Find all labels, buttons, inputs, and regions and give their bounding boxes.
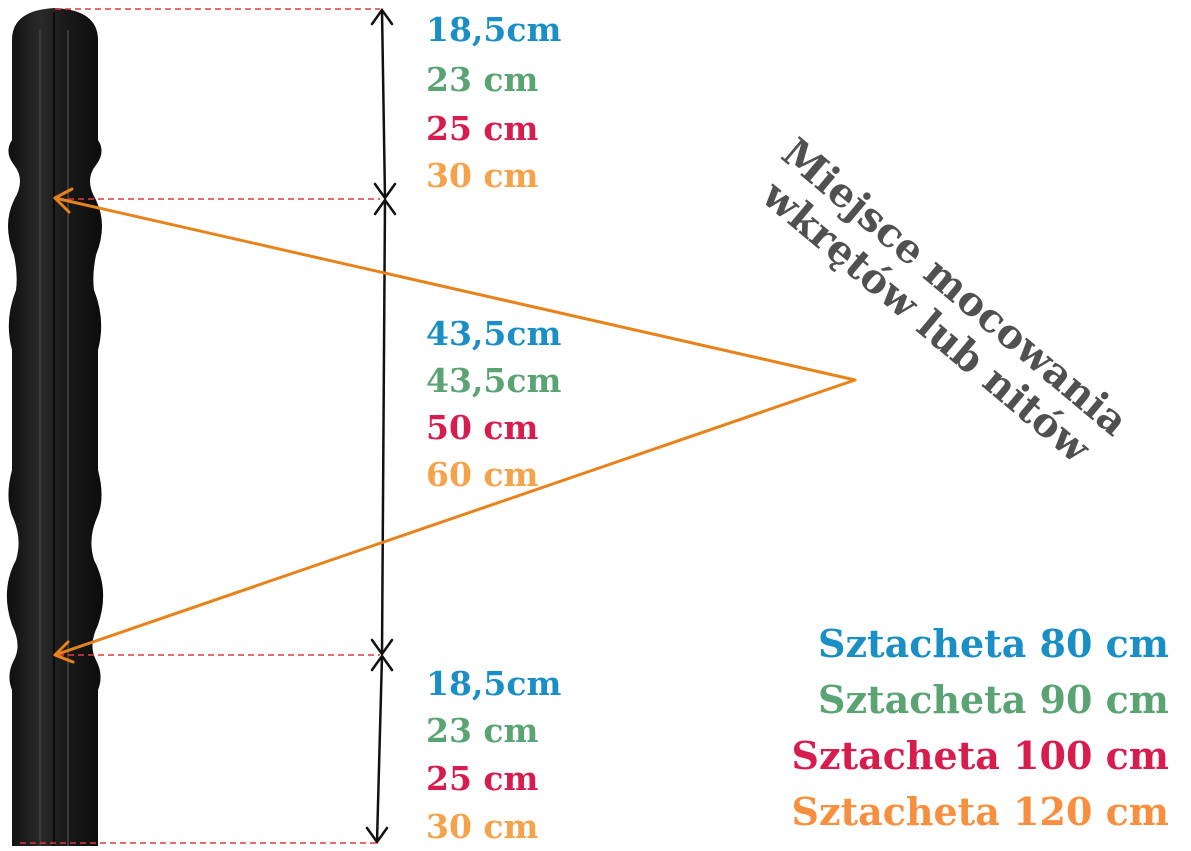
- mount-pointer-lower: [53, 378, 857, 664]
- legend-item-80: Sztacheta 80 cm: [818, 621, 1169, 666]
- legend-item-120: Sztacheta 120 cm: [791, 789, 1169, 834]
- middle-length-90: 43,5cm: [426, 361, 562, 400]
- dimension-arrow-bottom: [365, 653, 394, 845]
- legend-item-90: Sztacheta 90 cm: [818, 677, 1169, 722]
- top-length-120: 30 cm: [426, 156, 539, 195]
- middle-length-120: 60 cm: [426, 455, 539, 494]
- mount-pointer-upper: [53, 187, 857, 382]
- dimension-arrow-top: [370, 7, 397, 201]
- top-length-90: 23 cm: [426, 60, 539, 99]
- bottom-length-90: 23 cm: [426, 711, 539, 750]
- fence-picket: [6, 8, 104, 846]
- top-length-80: 18,5cm: [426, 10, 562, 49]
- legend-item-100: Sztacheta 100 cm: [791, 733, 1169, 778]
- bottom-length-80: 18,5cm: [426, 664, 562, 703]
- bottom-length-120: 30 cm: [426, 807, 539, 846]
- bottom-length-100: 25 cm: [426, 759, 539, 798]
- top-length-100: 25 cm: [426, 109, 539, 148]
- middle-length-80: 43,5cm: [426, 314, 562, 353]
- dimension-arrow-middle: [370, 197, 397, 657]
- middle-length-100: 50 cm: [426, 408, 539, 447]
